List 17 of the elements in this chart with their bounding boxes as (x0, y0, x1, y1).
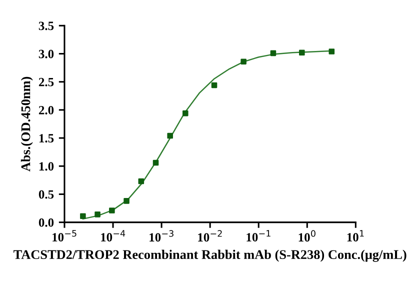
x-tick-label: 10$^{−3}$ (150, 230, 174, 242)
x-axis-title: TACSTD2/TROP2 Recombinant Rabbit mAb (S-R238) Conc.(μg/mL) (14, 250, 406, 262)
y-tick-label: 3.0 (38, 50, 54, 58)
x-tick-label: 10$^{1}$ (347, 230, 364, 242)
x-tick-label: 10$^{−2}$ (198, 230, 222, 242)
y-axis-title: Abs.(OD.450nm) (20, 76, 33, 172)
y-tick-label: 3.5 (38, 22, 54, 30)
y-tick-label: 2.0 (38, 106, 54, 114)
y-tick-label: 0.0 (38, 218, 54, 227)
y-tick-label: 1.0 (39, 162, 54, 171)
x-tick-label: 10$^{−4}$ (101, 230, 126, 242)
x-tick-label: 10$^{0}$ (298, 230, 316, 242)
x-tick-label: 10$^{−5}$ (52, 230, 76, 242)
y-tick-label: 2.5 (38, 78, 54, 86)
y-tick-label: 0.5 (38, 190, 54, 199)
y-tick-label: 1.5 (39, 134, 54, 143)
x-tick-label: 10$^{−1}$ (246, 230, 270, 242)
